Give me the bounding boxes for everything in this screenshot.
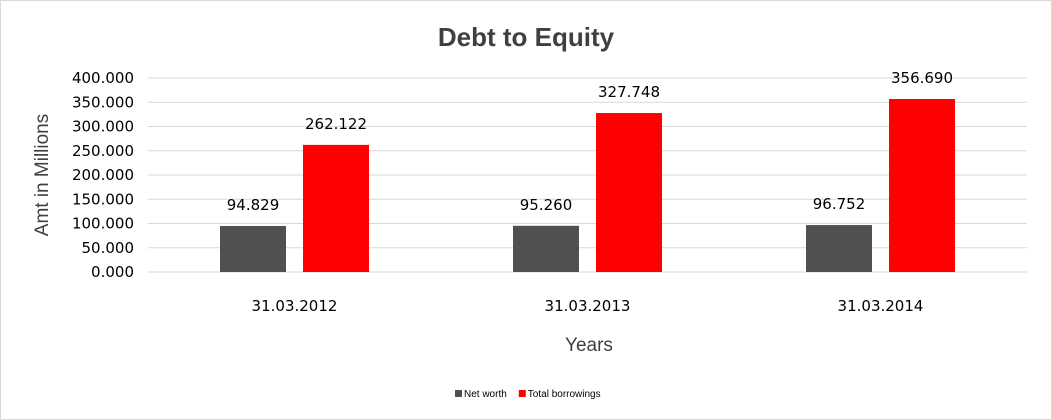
legend-swatch [518,390,526,397]
x-tick-label: 31.03.2013 [545,297,631,315]
y-tick-label: 150.000 [72,190,134,208]
data-label: 327.748 [598,83,660,101]
x-axis-ticks: 31.03.2012 31.03.2013 31.03.2014 [252,297,924,315]
data-label: 96.752 [813,195,866,213]
y-axis-label: Amt in Millions [32,114,53,236]
gridlines [148,77,1027,273]
legend: Net worth Total borrowings [455,389,601,400]
bar-total-borrowings [889,99,955,273]
legend-label: Total borrowings [528,389,601,400]
data-label: 262.122 [305,115,367,133]
y-axis-ticks: 0.000 50.000 100.000 150.000 200.000 250.000 3… [72,69,134,281]
x-tick-label: 31.03.2012 [252,297,338,315]
data-label: 94.829 [227,196,280,214]
bar-total-borrowings [303,144,369,272]
bar-net-worth [513,225,579,272]
y-tick-label: 200.000 [72,166,134,184]
legend-label: Net worth [464,389,507,400]
bars: 94.829 262.122 95.260 327.748 96.752 356.690 [220,69,955,273]
legend-swatch [455,390,462,397]
bar-net-worth [220,226,286,272]
bar-total-borrowings [596,113,662,272]
x-tick-label: 31.03.2014 [838,297,924,315]
data-label: 356.690 [891,69,953,87]
y-tick-label: 400.000 [72,69,134,87]
y-tick-label: 350.000 [72,93,134,111]
x-axis-label: Years [565,335,613,356]
y-tick-label: 300.000 [72,118,134,136]
y-tick-label: 100.000 [72,215,134,233]
y-tick-label: 250.000 [72,142,134,160]
y-tick-label: 50.000 [82,239,135,257]
y-tick-label: 0.000 [91,263,134,281]
data-label: 95.260 [520,196,573,214]
bar-net-worth [806,225,872,272]
chart-title: Debt to Equity [438,22,615,52]
